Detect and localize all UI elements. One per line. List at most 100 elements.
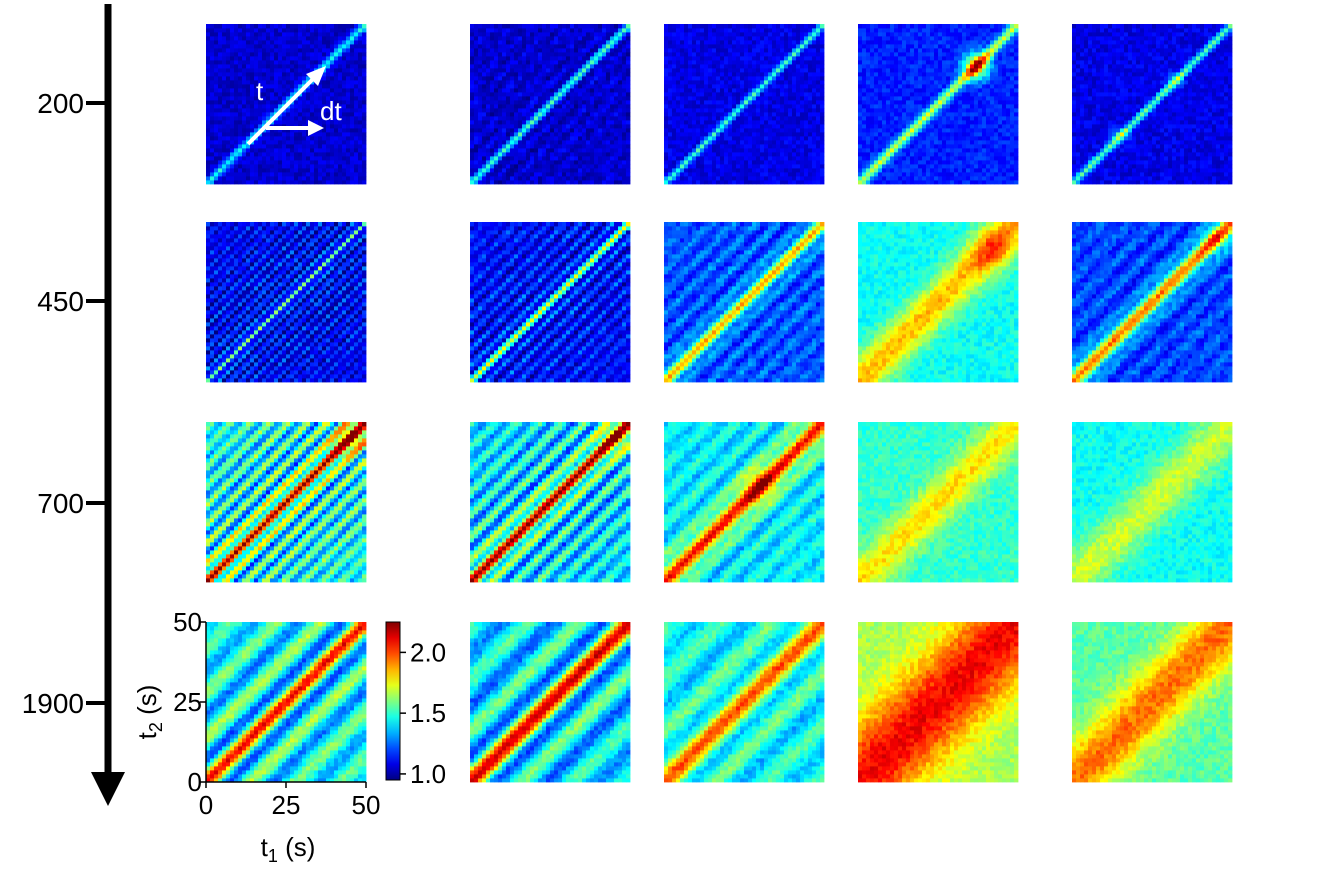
heatmap-cell [578, 56, 582, 60]
heatmap-cell [712, 164, 716, 168]
heatmap-cell [720, 152, 724, 156]
heatmap-cell [222, 156, 226, 160]
heatmap-cell [586, 136, 590, 140]
heatmap-cell [494, 164, 498, 168]
heatmap-cell [550, 176, 554, 180]
heatmap-cell [338, 152, 342, 156]
heatmap-cell [266, 92, 270, 96]
heatmap-cell [334, 160, 338, 164]
heatmap-cell [598, 160, 602, 164]
heatmap-cell [218, 152, 222, 156]
heatmap-cell [362, 56, 366, 60]
heatmap-cell [566, 44, 570, 48]
heatmap-cell [542, 52, 546, 56]
heatmap-cell [342, 72, 346, 76]
heatmap-cell [688, 36, 692, 40]
heatmap-cell [210, 80, 214, 84]
heatmap-cell [590, 40, 594, 44]
heatmap-cell [570, 132, 574, 136]
heatmap-cell [226, 148, 230, 152]
heatmap-cell [510, 76, 514, 80]
heatmap-cell [530, 28, 534, 32]
heatmap-cell [246, 44, 250, 48]
heatmap-cell [230, 132, 234, 136]
heatmap-cell [542, 88, 546, 92]
heatmap-cell [676, 44, 680, 48]
heatmap-cell [522, 28, 526, 32]
heatmap-cell [590, 116, 594, 120]
heatmap-cell [610, 128, 614, 132]
heatmap-cell [622, 120, 626, 124]
heatmap-cell [482, 68, 486, 72]
heatmap-cell [530, 40, 534, 44]
heatmap-cell [214, 76, 218, 80]
heatmap-cell [590, 48, 594, 52]
heatmap-cell [490, 48, 494, 52]
heatmap-cell [578, 120, 582, 124]
heatmap-cell [558, 168, 562, 172]
heatmap-cell [590, 112, 594, 116]
heatmap-cell [278, 116, 282, 120]
heatmap-cell [330, 36, 334, 40]
heatmap-cell [266, 132, 270, 136]
heatmap-cell [566, 176, 570, 180]
heatmap-cell [594, 40, 598, 44]
heatmap-cell [696, 156, 700, 160]
heatmap-cell [708, 52, 712, 56]
heatmap-cell [594, 56, 598, 60]
heatmap-cell [238, 36, 242, 40]
heatmap-cell [306, 140, 310, 144]
heatmap-cell [350, 112, 354, 116]
heatmap-cell [530, 104, 534, 108]
heatmap-cell [578, 40, 582, 44]
heatmap-cell [310, 96, 314, 100]
heatmap-cell [262, 36, 266, 40]
heatmap-cell [258, 56, 262, 60]
heatmap-cell [696, 120, 700, 124]
heatmap-cell [700, 148, 704, 152]
heatmap-cell [266, 64, 270, 68]
heatmap-cell [614, 132, 618, 136]
heatmap-cell [258, 52, 262, 56]
heatmap-cell [574, 160, 578, 164]
heatmap-cell [298, 64, 302, 68]
heatmap-cell [486, 180, 490, 184]
heatmap-cell [542, 100, 546, 104]
heatmap-cell [664, 100, 668, 104]
heatmap-cell [510, 168, 514, 172]
heatmap-cell [606, 152, 610, 156]
heatmap-cell [362, 124, 366, 128]
heatmap-cell [672, 48, 676, 52]
heatmap-cell [350, 148, 354, 152]
heatmap-cell [470, 52, 474, 56]
heatmap-cell [238, 172, 242, 176]
heatmap-cell [622, 180, 626, 184]
heatmap-cell [622, 92, 626, 96]
heatmap-cell [266, 180, 270, 184]
heatmap-cell [550, 84, 554, 88]
heatmap-cell [258, 32, 262, 36]
heatmap-cell [266, 40, 270, 44]
heatmap-cell [594, 140, 598, 144]
heatmap-cell [618, 144, 622, 148]
heatmap-cell [242, 116, 246, 120]
heatmap-cell [266, 80, 270, 84]
heatmap-cell [578, 136, 582, 140]
heatmap-cell [210, 76, 214, 80]
heatmap-cell [696, 96, 700, 100]
heatmap-cell [490, 168, 494, 172]
heatmap-cell [218, 80, 222, 84]
heatmap-cell [342, 140, 346, 144]
heatmap-cell [338, 60, 342, 64]
heatmap-cell [238, 40, 242, 44]
heatmap-cell [362, 104, 366, 108]
heatmap-cell [330, 76, 334, 80]
heatmap-cell [582, 124, 586, 128]
heatmap-cell [668, 156, 672, 160]
heatmap-cell [354, 80, 358, 84]
heatmap-cell [590, 100, 594, 104]
heatmap-cell [582, 108, 586, 112]
heatmap-cell [598, 112, 602, 116]
heatmap-cell [684, 68, 688, 72]
heatmap-cell [282, 60, 286, 64]
